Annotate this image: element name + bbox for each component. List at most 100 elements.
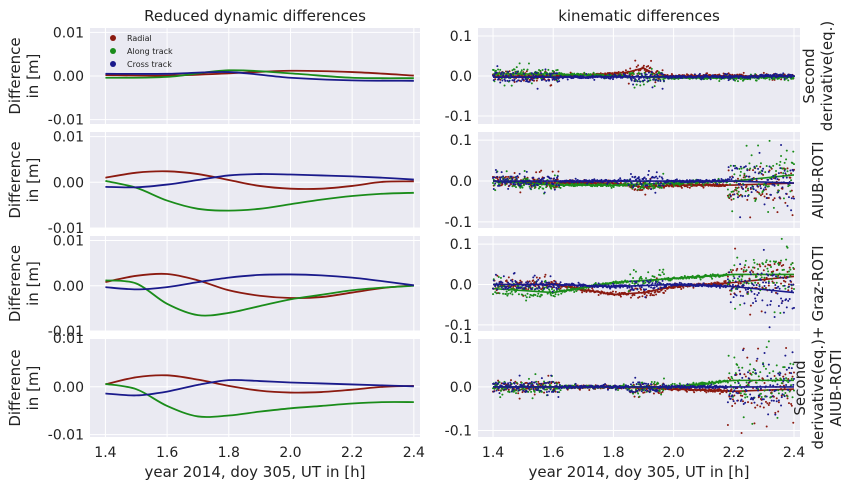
scatter-point (768, 139, 771, 142)
scatter-point (633, 80, 636, 83)
scatter-point (535, 280, 538, 283)
scatter-point (762, 71, 765, 74)
scatter-point (776, 211, 779, 214)
scatter-point (771, 271, 774, 274)
scatter-point (739, 216, 742, 219)
scatter-point (743, 266, 746, 269)
scatter-point (758, 192, 761, 195)
scatter-point (742, 284, 745, 287)
scatter-point (738, 167, 741, 170)
scatter-point (658, 175, 661, 178)
scatter-point (752, 301, 755, 304)
scatter-point (658, 390, 661, 393)
scatter-point (775, 275, 778, 278)
scatter-point (729, 384, 732, 387)
scatter-point (733, 193, 736, 196)
scatter-point (640, 183, 643, 186)
scatter-point (784, 168, 787, 171)
ytick-label: 0.0 (450, 69, 472, 85)
scatter-point (654, 191, 657, 194)
scatter-point (675, 178, 678, 181)
series-line-radial (105, 170, 414, 190)
ytick-label: 0.00 (53, 175, 84, 191)
scatter-point (730, 375, 733, 378)
scatter-point (784, 280, 787, 283)
scatter-point (507, 382, 510, 385)
scatter-point (495, 71, 498, 74)
scatter-point (747, 292, 750, 295)
xtick-label: 1.8 (218, 445, 240, 461)
scatter-point (530, 390, 533, 393)
scatter-point (632, 288, 635, 291)
scatter-point (540, 390, 543, 393)
scatter-point (522, 383, 525, 386)
scatter-point (659, 274, 662, 277)
scatter-point (525, 183, 528, 186)
scatter-point (792, 306, 795, 309)
scatter-point (647, 292, 650, 295)
scatter-point (511, 280, 514, 283)
scatter-point (739, 290, 742, 293)
scatter-point (510, 290, 513, 293)
scatter-point (777, 172, 780, 175)
scatter-point (538, 69, 541, 72)
scatter-point (557, 170, 560, 173)
scatter-point (762, 263, 765, 266)
scatter-point (502, 275, 505, 278)
scatter-point (511, 293, 514, 296)
scatter-point (736, 187, 739, 190)
scatter-point (558, 387, 561, 390)
scatter-point (521, 186, 524, 189)
scatter-point (792, 169, 795, 172)
scatter-point (789, 279, 792, 282)
scatter-point (784, 373, 787, 376)
scatter-point (551, 78, 554, 81)
scatter-point (764, 367, 767, 370)
scatter-point (744, 375, 747, 378)
scatter-point (512, 388, 515, 391)
scatter-point (775, 169, 778, 172)
scatter-point (641, 295, 644, 298)
scatter-point (734, 280, 737, 283)
scatter-point (632, 381, 635, 384)
scatter-point (656, 74, 659, 77)
scatter-point (634, 175, 637, 178)
scatter-point (511, 185, 514, 188)
scatter-point (528, 80, 531, 83)
scatter-point (754, 406, 757, 409)
scatter-point (497, 68, 500, 71)
scatter-point (535, 276, 538, 279)
scatter-point (770, 278, 773, 281)
scatter-point (626, 388, 629, 391)
scatter-point (729, 293, 732, 296)
scatter-point (726, 73, 729, 76)
scatter-point (655, 171, 658, 174)
scatter-point (759, 184, 762, 187)
scatter-point (747, 401, 750, 404)
scatter-point (500, 382, 503, 385)
scatter-point (752, 271, 755, 274)
scatter-point (534, 293, 537, 296)
scatter-point (635, 83, 638, 86)
ytick-label: -0.01 (48, 324, 84, 340)
scatter-point (775, 364, 778, 367)
scatter-point (727, 79, 730, 82)
scatter-point (711, 277, 714, 280)
scatter-point (553, 186, 556, 189)
scatter-point (759, 405, 762, 408)
scatter-point (790, 197, 793, 200)
scatter-point (767, 185, 770, 188)
scatter-point (726, 278, 729, 281)
scatter-point (748, 169, 751, 172)
scatter-point (792, 389, 795, 392)
scatter-point (765, 273, 768, 276)
scatter-point (530, 78, 533, 81)
scatter-point (772, 174, 775, 177)
scatter-point (755, 177, 758, 180)
scatter-point (631, 390, 634, 393)
scatter-point (624, 384, 627, 387)
scatter-point (766, 304, 769, 307)
scatter-point (551, 380, 554, 383)
scatter-point (505, 170, 508, 173)
scatter-point (529, 187, 532, 190)
